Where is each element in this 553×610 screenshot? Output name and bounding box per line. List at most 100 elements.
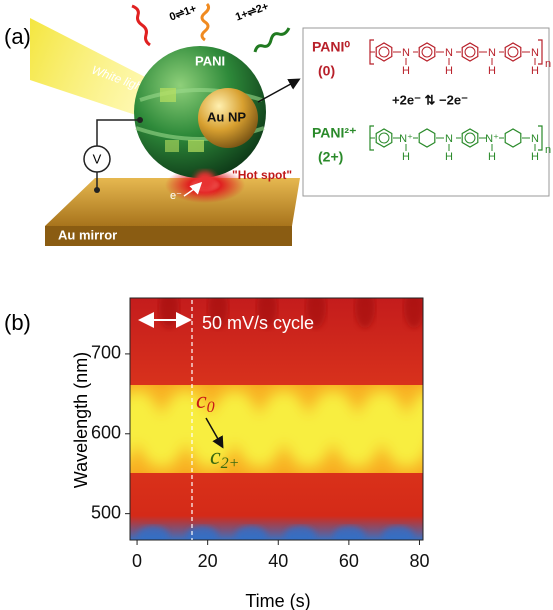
blue-patch	[382, 526, 414, 540]
hydrogen: H	[531, 151, 539, 163]
redox-label: +2e⁻ ⇅ −2e⁻	[392, 92, 468, 107]
pani-label: PANI	[195, 53, 225, 68]
shell-patch	[160, 88, 176, 102]
atom: N	[402, 47, 410, 59]
ring-aromatic	[421, 46, 433, 58]
hydrogen: H	[445, 65, 453, 77]
x-tick-label: 0	[132, 551, 142, 571]
ring	[461, 42, 479, 62]
atom: N⁺	[399, 133, 413, 145]
electron-label: e⁻	[170, 190, 182, 202]
emission-wave	[131, 4, 151, 47]
ring	[504, 42, 522, 62]
polymer-name: PANI²⁺	[312, 125, 356, 141]
repeat-unit: n	[545, 144, 551, 156]
dark-streak	[159, 298, 179, 328]
contact	[94, 187, 100, 193]
y-tick-label: 500	[91, 502, 121, 522]
x-tick-label: 40	[268, 551, 288, 571]
repeat-unit: n	[545, 58, 551, 70]
mirror-label: Au mirror	[58, 227, 117, 242]
y-axis-label: Wavelength (nm)	[71, 352, 91, 488]
oxidation-state: (0)	[318, 63, 335, 79]
symbol: c	[196, 388, 207, 414]
polymer-name: PANI⁰	[312, 39, 350, 55]
shell-patch	[165, 140, 179, 152]
mirror-front	[45, 226, 292, 246]
shell-patch	[188, 140, 204, 152]
ring-aromatic	[464, 132, 476, 144]
x-tick-label: 80	[409, 551, 429, 571]
atom: N	[445, 47, 453, 59]
blue-patch	[235, 526, 267, 540]
hydrogen: H	[402, 65, 410, 77]
au-nanoparticle	[198, 88, 258, 148]
panel-label: (a)	[4, 24, 31, 49]
x-tick-label: 60	[339, 551, 359, 571]
heatmap	[130, 288, 473, 546]
emission-wave	[200, 2, 211, 42]
x-tick-label: 20	[198, 551, 218, 571]
y-tick-label: 700	[91, 343, 121, 363]
ring	[418, 128, 436, 148]
ring	[375, 128, 393, 148]
bracket	[538, 125, 543, 151]
ring	[504, 128, 522, 148]
y-tick-label: 600	[91, 423, 121, 443]
blue-patch	[137, 526, 169, 540]
blue-patch	[284, 526, 316, 540]
dark-streak	[257, 298, 277, 328]
hydrogen: H	[445, 151, 453, 163]
c2-label: c2+	[210, 444, 239, 472]
ring	[461, 128, 479, 148]
atom: N	[531, 133, 539, 145]
electron-arrow	[183, 181, 203, 197]
voltmeter	[83, 145, 111, 173]
hydrogen: H	[531, 65, 539, 77]
subscript: 0	[207, 399, 215, 416]
bracket	[538, 39, 543, 65]
wire	[96, 119, 140, 146]
dark-streak	[355, 298, 375, 328]
transition-label: 1+⇌2+	[234, 1, 270, 24]
ring-aromatic	[507, 46, 519, 58]
ring-aromatic	[378, 132, 390, 144]
atom: N	[531, 47, 539, 59]
ring	[375, 42, 393, 62]
band-core	[130, 390, 423, 468]
transition-arrow	[205, 417, 224, 449]
cycle-label: 50 mV/s cycle	[202, 313, 314, 333]
blue-patch	[186, 526, 218, 540]
blue-patch	[431, 526, 463, 546]
c0-label: c0	[196, 388, 215, 416]
hydrogen: H	[488, 65, 496, 77]
voltmeter-label: V	[93, 151, 102, 166]
subscript: 2+	[221, 455, 240, 472]
atom: N	[445, 133, 453, 145]
hydrogen: H	[402, 151, 410, 163]
contact	[137, 117, 143, 123]
ring	[418, 42, 436, 62]
blue-patch	[333, 526, 365, 540]
atom: N	[488, 47, 496, 59]
ring-aromatic	[464, 46, 476, 58]
x-axis-label: Time (s)	[245, 591, 310, 610]
oxidation-state: (2+)	[318, 149, 343, 165]
ring-aromatic	[378, 46, 390, 58]
hydrogen: H	[488, 151, 496, 163]
atom: N⁺	[485, 133, 499, 145]
scheme-box	[302, 27, 550, 197]
transition-label: 0⇌1+	[168, 3, 198, 24]
dark-streak	[404, 298, 423, 328]
panel-label: (b)	[4, 310, 31, 335]
symbol: c	[210, 444, 221, 470]
hot-spot	[194, 171, 216, 193]
dark-streak	[208, 298, 228, 328]
dark-streak	[306, 298, 326, 328]
emission-wave	[253, 27, 291, 53]
hot-spot-label: "Hot spot"	[232, 168, 292, 182]
plot-frame	[129, 297, 424, 541]
dark-streak	[453, 288, 473, 328]
